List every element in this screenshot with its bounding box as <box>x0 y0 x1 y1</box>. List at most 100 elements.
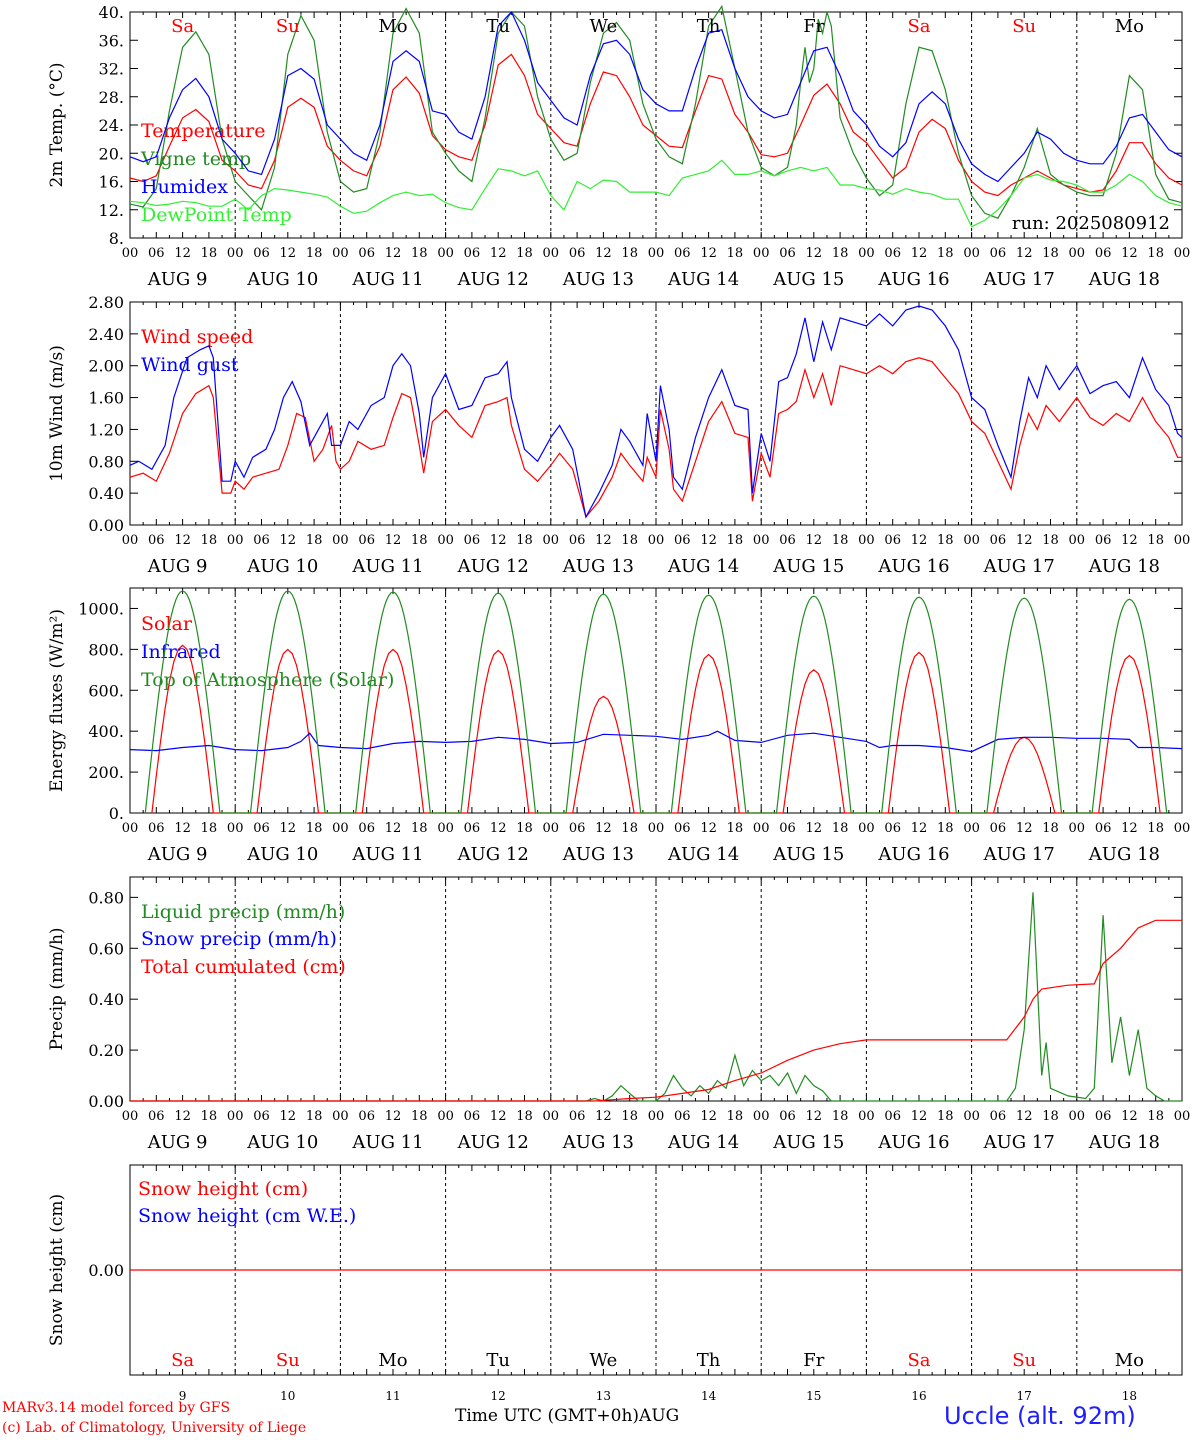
day-number-label: 17 <box>1017 1389 1032 1400</box>
legend-entry: DewPoint Temp <box>141 204 292 226</box>
date-label: AUG 9 <box>147 556 208 577</box>
hour-tick-label: 12 <box>700 533 717 548</box>
hour-tick-label: 00 <box>753 821 770 836</box>
y-tick-label: 28. <box>99 88 124 107</box>
panel-frame <box>129 587 1183 814</box>
hour-tick-label: 12 <box>700 821 717 836</box>
hour-tick-label: 00 <box>543 821 560 836</box>
hour-tick-label: 12 <box>490 246 507 261</box>
hour-tick-label: 18 <box>411 533 428 548</box>
hour-tick-label: 00 <box>963 1109 980 1124</box>
hour-tick-label: 12 <box>174 246 191 261</box>
date-label: AUG 14 <box>667 556 739 577</box>
hour-tick-label: 06 <box>358 821 375 836</box>
series-line-vigne-temp <box>129 4 1183 219</box>
hour-tick-label: 00 <box>1069 533 1086 548</box>
day-number-label: 9 <box>179 1389 187 1400</box>
hour-tick-label: 18 <box>411 821 428 836</box>
date-label: AUG 10 <box>246 556 318 577</box>
hour-tick-label: 18 <box>727 821 744 836</box>
date-label: AUG 11 <box>351 844 423 865</box>
hour-tick-label: 18 <box>516 246 533 261</box>
hour-tick-label: 06 <box>674 533 691 548</box>
weekday-label: Su <box>1012 1350 1036 1371</box>
hour-tick-label: 12 <box>1016 1109 1033 1124</box>
legend-entry: Temperature <box>141 120 265 142</box>
hour-tick-label: 12 <box>911 533 928 548</box>
date-label: AUG 12 <box>457 1132 529 1153</box>
legend-entry: Liquid precip (mm/h) <box>141 901 345 923</box>
hour-tick-label: 06 <box>358 246 375 261</box>
hour-tick-label: 00 <box>963 533 980 548</box>
y-axis-label: Snow height (cm) <box>47 1194 67 1346</box>
hour-tick-label: 06 <box>569 1109 586 1124</box>
hour-tick-label: 18 <box>832 246 849 261</box>
y-tick-label: 2.00 <box>88 357 124 376</box>
day-number-label: 12 <box>491 1389 506 1400</box>
hour-tick-label: 18 <box>306 246 323 261</box>
hour-tick-label: 00 <box>122 246 139 261</box>
date-label: AUG 18 <box>1088 269 1160 290</box>
date-label: AUG 18 <box>1088 1132 1160 1153</box>
hour-tick-label: 00 <box>858 246 875 261</box>
hour-tick-label: 06 <box>779 1109 796 1124</box>
y-tick-label: 40. <box>99 3 124 22</box>
hour-tick-label: 12 <box>806 1109 823 1124</box>
hour-tick-label: 18 <box>516 1109 533 1124</box>
hour-tick-label: 00 <box>122 821 139 836</box>
hour-tick-label: 18 <box>1042 821 1059 836</box>
station-label: Uccle (alt. 92m) <box>944 1402 1136 1430</box>
legend-entry: Snow height (cm W.E.) <box>138 1205 356 1227</box>
hour-tick-label: 00 <box>543 533 560 548</box>
hour-tick-label: 12 <box>490 1109 507 1124</box>
weekday-label: We <box>590 16 618 37</box>
y-tick-label: 0.00 <box>88 1261 124 1280</box>
weekday-label: Su <box>1012 16 1036 37</box>
date-label: AUG 9 <box>147 844 208 865</box>
hour-tick-label: 12 <box>806 533 823 548</box>
hour-tick-label: 06 <box>148 533 165 548</box>
hour-tick-label: 18 <box>516 533 533 548</box>
hour-tick-label: 12 <box>174 1109 191 1124</box>
date-label: AUG 14 <box>667 844 739 865</box>
hour-tick-label: 00 <box>1069 246 1086 261</box>
weekday-label: We <box>590 1350 618 1371</box>
hour-tick-label: 00 <box>227 533 244 548</box>
hour-tick-label: 12 <box>1016 533 1033 548</box>
weekday-label: Sa <box>171 1350 194 1371</box>
date-label: AUG 15 <box>772 556 844 577</box>
hour-tick-label: 18 <box>621 1109 638 1124</box>
time-axis-label: Time UTC (GMT+0h)AUG <box>455 1406 680 1426</box>
hour-tick-label: 18 <box>306 533 323 548</box>
hour-tick-label: 12 <box>806 246 823 261</box>
hour-tick-label: 18 <box>516 821 533 836</box>
hour-tick-label: 12 <box>700 246 717 261</box>
hour-tick-label: 06 <box>569 246 586 261</box>
date-label: AUG 17 <box>983 844 1055 865</box>
day-number-label: 13 <box>596 1389 611 1400</box>
hour-tick-label: 06 <box>1095 1109 1112 1124</box>
hour-tick-label: 12 <box>385 533 402 548</box>
hour-tick-label: 18 <box>201 1109 218 1124</box>
hour-tick-label: 18 <box>727 246 744 261</box>
hour-tick-label: 12 <box>280 1109 297 1124</box>
hour-tick-label: 18 <box>201 533 218 548</box>
series-line-humidex <box>129 10 1183 183</box>
weekday-label: Sa <box>907 16 930 37</box>
hour-tick-label: 18 <box>1042 246 1059 261</box>
hour-tick-label: 18 <box>937 533 954 548</box>
y-axis-label: Energy fluxes (W/m²) <box>47 609 67 792</box>
hour-tick-label: 06 <box>674 1109 691 1124</box>
date-label: AUG 16 <box>877 556 949 577</box>
date-label: AUG 12 <box>457 556 529 577</box>
y-tick-label: 1000. <box>78 599 124 618</box>
y-tick-label: 24. <box>99 116 124 135</box>
legend-entry: Total cumulated (cm) <box>141 956 346 978</box>
hour-tick-label: 06 <box>148 1109 165 1124</box>
hour-tick-label: 06 <box>884 533 901 548</box>
hour-tick-label: 12 <box>280 821 297 836</box>
series-line-top-of-atmosphere-solar- <box>144 590 1168 814</box>
hour-tick-label: 00 <box>648 821 665 836</box>
hour-tick-label: 06 <box>148 246 165 261</box>
hour-tick-label: 00 <box>1069 1109 1086 1124</box>
